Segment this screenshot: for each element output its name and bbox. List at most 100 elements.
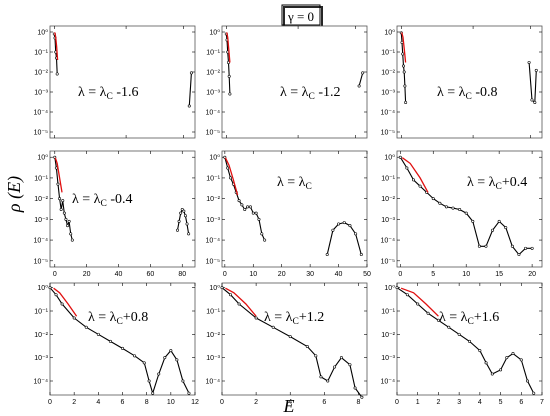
x-tick-label: 7	[540, 399, 544, 406]
data-point	[342, 221, 346, 225]
data-point	[527, 60, 531, 64]
x-tick-label: 50	[363, 271, 371, 278]
y-tick-label: 10⁰	[209, 29, 220, 37]
y-tick-label: 10⁻⁵	[34, 130, 48, 137]
x-tick-label: 12	[191, 399, 199, 406]
x-tick-label: 8	[145, 399, 149, 406]
data-point	[229, 176, 233, 180]
x-tick-label: 4	[96, 399, 100, 406]
data-point	[319, 375, 323, 379]
data-point	[55, 72, 59, 76]
y-tick-label: 10⁻⁴	[34, 379, 49, 386]
y-tick-label: 10⁻³	[381, 90, 395, 97]
data-point	[84, 325, 88, 329]
x-tick-label: 0	[220, 399, 224, 406]
y-axis-label: ρ (E)	[4, 176, 25, 213]
data-point	[467, 339, 471, 343]
data-point	[60, 302, 64, 306]
panel-frame	[396, 25, 543, 139]
data-point	[185, 222, 189, 226]
data-point	[314, 354, 318, 358]
x-tick-label: 20	[278, 271, 286, 278]
y-tick-label: 10⁻²	[381, 332, 395, 339]
y-tick-label: 10⁰	[209, 154, 220, 162]
data-point	[54, 293, 58, 297]
y-tick-label: 10⁻¹	[34, 309, 48, 316]
data-point	[359, 253, 363, 257]
y-tick-label: 10⁻³	[206, 355, 220, 362]
data-point	[524, 246, 528, 250]
y-tick-label: 10⁻³	[206, 217, 220, 224]
data-point	[361, 71, 365, 75]
x-axis-label: E	[283, 396, 295, 416]
y-tick-label: 10⁰	[384, 284, 395, 292]
fit-curve	[54, 157, 63, 193]
panel-frame	[49, 150, 196, 268]
header-box: γ = 0	[281, 4, 323, 28]
x-tick-label: 10	[167, 399, 175, 406]
series-line	[358, 72, 364, 87]
fit-curve	[224, 157, 239, 196]
y-tick-label: 10⁻¹	[34, 175, 48, 182]
data-point	[263, 238, 267, 242]
panel-5: 10⁰ 10⁻¹ 10⁻² 10⁻³ 10⁻⁴ 10⁻⁵0 10 20 30 40 50 λ = λC	[206, 150, 371, 278]
data-point	[405, 293, 409, 297]
panel-label: λ = λC -1.2	[280, 85, 341, 102]
data-point	[271, 325, 275, 329]
y-tick-label: 10⁻²	[381, 70, 395, 77]
data-point	[169, 349, 173, 353]
fit-curve	[54, 32, 59, 61]
data-point	[504, 226, 508, 230]
data-point	[534, 68, 538, 72]
y-tick-label: 10⁰	[37, 284, 48, 292]
panel-frame	[396, 282, 543, 396]
data-point	[405, 166, 409, 170]
data-point	[254, 316, 258, 320]
y-tick-label: 10⁻¹	[206, 50, 220, 57]
data-point	[108, 339, 112, 343]
x-tick-label: 2	[254, 399, 258, 406]
y-tick-label: 10⁻²	[206, 70, 220, 77]
panel-label: λ = λC+1.6	[439, 310, 499, 327]
data-point	[511, 352, 515, 356]
x-tick-label: 0	[223, 271, 227, 278]
data-point	[337, 222, 341, 226]
data-point	[72, 316, 76, 320]
data-point	[175, 228, 179, 232]
data-point	[438, 201, 442, 205]
x-tick-label: 10	[249, 271, 257, 278]
panel-frame	[49, 25, 196, 139]
data-point	[177, 219, 181, 223]
data-point	[484, 244, 488, 248]
y-tick-label: 10⁻²	[34, 332, 48, 339]
y-tick-label: 10⁻³	[381, 355, 395, 362]
y-tick-label: 10⁻⁴	[381, 238, 396, 245]
x-tick-label: 10	[462, 271, 470, 278]
data-point	[348, 363, 352, 367]
fit-curve	[400, 287, 439, 317]
y-tick-label: 10⁻¹	[381, 175, 395, 182]
x-tick-label: 8	[357, 399, 361, 406]
data-point	[66, 224, 70, 228]
x-tick-label: 6	[322, 399, 326, 406]
x-tick-label: 2	[436, 399, 440, 406]
y-tick-label: 10⁻⁵	[206, 130, 220, 137]
header-label: γ = 0	[287, 9, 314, 24]
data-point	[257, 217, 261, 221]
y-tick-label: 10⁻²	[206, 332, 220, 339]
data-point	[246, 205, 250, 209]
y-tick-label: 10⁰	[384, 154, 395, 162]
data-point	[147, 379, 151, 383]
y-tick-label: 10⁻²	[206, 196, 220, 203]
y-tick-label: 10⁻²	[34, 70, 48, 77]
x-tick-label: 0	[398, 271, 402, 278]
series-line	[188, 72, 192, 107]
x-tick-label: 3	[457, 399, 461, 406]
panel-1: 10⁰ 10⁻¹ 10⁻² 10⁻³ 10⁻⁴ 10⁻⁵ λ = λC -1.6	[34, 25, 196, 139]
x-tick-label: 40	[335, 271, 343, 278]
data-point	[228, 92, 232, 96]
data-point	[251, 211, 255, 215]
y-tick-label: 10⁰	[209, 284, 220, 292]
data-point	[411, 178, 415, 182]
data-point	[189, 71, 193, 75]
